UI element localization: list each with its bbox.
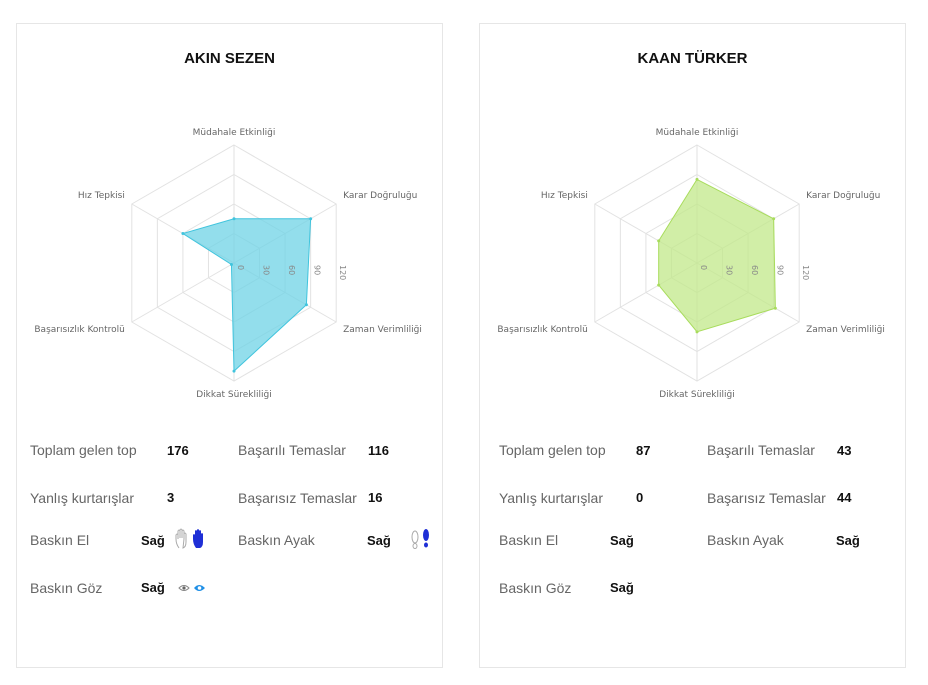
radar-chart: 0 30 60 90 120 Müdahale Etkinliği Karar Doğrul… [34, 128, 422, 400]
player-name: AKIN SEZEN [184, 50, 275, 67]
data-point-mudahale-etkinligi [695, 177, 699, 181]
goz-label: Baskın Göz [30, 580, 103, 596]
basarili-label: Başarılı Temaslar [238, 442, 346, 458]
yanlis-value: 0 [636, 490, 644, 505]
axis-label-zaman-verimliligi: Zaman Verimliliği [343, 325, 422, 335]
axis-label-mudahale-etkinligi: Müdahale Etkinliği [193, 128, 276, 138]
basarili-value: 116 [368, 443, 389, 458]
yanlis-label: Yanlış kurtarışlar [499, 490, 603, 506]
goz-value: Sağ [610, 580, 634, 595]
data-point-dikkat-surekliligi [232, 369, 236, 373]
tick-label: 120 [801, 265, 810, 280]
basarisiz-value: 44 [837, 490, 852, 505]
yanlis-value: 3 [167, 490, 175, 505]
player-card-kaan-turker: KAAN TÜRKER 0 30 60 90 120 Müdahale Etkinliği… [479, 23, 906, 668]
tick-label: 0 [699, 265, 708, 270]
tick-label: 60 [287, 265, 296, 275]
player-name: KAAN TÜRKER [637, 50, 748, 67]
hand-outline-icon [175, 528, 187, 549]
data-point-zaman-verimliligi [304, 303, 308, 307]
el-label: Baskın El [499, 532, 559, 548]
toplam-value: 87 [636, 443, 651, 458]
foot-outline-icon [411, 530, 419, 549]
axis-label-dikkat-surekliligi: Dikkat Sürekliliği [196, 390, 272, 400]
el-label: Baskın El [30, 532, 90, 548]
data-point-hiz-tepkisi [657, 239, 661, 243]
ayak-label: Baskın Ayak [707, 532, 784, 548]
ayak-value: Sağ [836, 533, 860, 548]
player-card-akin-sezen: AKIN SEZEN 0 30 60 90 120 Müdahale Etkinliği K… [16, 23, 443, 668]
axis-label-hiz-tepkisi: Hız Tepkisi [541, 191, 588, 201]
ayak-value: Sağ [367, 533, 391, 548]
data-point-zaman-verimliligi [773, 306, 777, 310]
hand-filled-blue-icon [193, 529, 203, 548]
axis-spoke [131, 262, 235, 323]
data-point-basarisizlik-kontrolu [657, 283, 661, 287]
basarili-label: Başarılı Temaslar [707, 442, 815, 458]
foot-filled-blue-icon [423, 529, 429, 548]
axis-label-hiz-tepkisi: Hız Tepkisi [78, 191, 125, 201]
radar-chart: 0 30 60 90 120 Müdahale Etkinliği Karar Doğrul… [497, 128, 885, 400]
tick-label: 60 [750, 265, 759, 275]
data-point-mudahale-etkinligi [232, 217, 236, 221]
goz-value: Sağ [141, 580, 165, 595]
tick-label: 90 [313, 265, 322, 275]
ayak-label: Baskın Ayak [238, 532, 315, 548]
foot-icon-pair [411, 529, 429, 549]
yanlis-label: Yanlış kurtarışlar [30, 490, 134, 506]
el-value: Sağ [141, 533, 165, 548]
goz-label: Baskın Göz [499, 580, 572, 596]
tick-label: 0 [236, 265, 245, 270]
basarisiz-value: 16 [368, 490, 383, 505]
tick-label: 120 [338, 265, 347, 280]
axis-label-dikkat-surekliligi: Dikkat Sürekliliği [659, 390, 735, 400]
data-point-karar-dogrulugu [309, 217, 313, 221]
data-point-hiz-tepkisi [181, 232, 185, 235]
basarisiz-label: Başarısız Temaslar [707, 490, 826, 506]
axis-label-karar-dogrulugu: Karar Doğruluğu [343, 191, 417, 201]
eye-icon-pair [178, 585, 205, 591]
hand-icon-pair [175, 528, 203, 549]
tick-label: 30 [262, 265, 271, 275]
el-value: Sağ [610, 533, 634, 548]
data-point-karar-dogrulugu [772, 217, 776, 221]
axis-label-basarisizlik-kontrolu: Başarısızlık Kontrolü [497, 325, 588, 335]
axis-label-zaman-verimliligi: Zaman Verimliliği [806, 325, 885, 335]
data-point-dikkat-surekliligi [695, 330, 699, 334]
eye-outline-icon [178, 585, 190, 591]
toplam-label: Toplam gelen top [30, 442, 137, 458]
axis-label-basarisizlik-kontrolu: Başarısızlık Kontrolü [34, 325, 125, 335]
tick-label: 90 [776, 265, 785, 275]
axis-label-mudahale-etkinligi: Müdahale Etkinliği [656, 128, 739, 138]
basarili-value: 43 [837, 443, 852, 458]
axis-label-karar-dogrulugu: Karar Doğruluğu [806, 191, 880, 201]
toplam-value: 176 [167, 443, 189, 458]
toplam-label: Toplam gelen top [499, 442, 606, 458]
basarisiz-label: Başarısız Temaslar [238, 490, 357, 506]
tick-label: 30 [725, 265, 734, 275]
eye-filled-blue-icon [194, 585, 205, 591]
data-series-polygon [658, 178, 776, 333]
data-point-basarisizlik-kontrolu [229, 262, 233, 266]
